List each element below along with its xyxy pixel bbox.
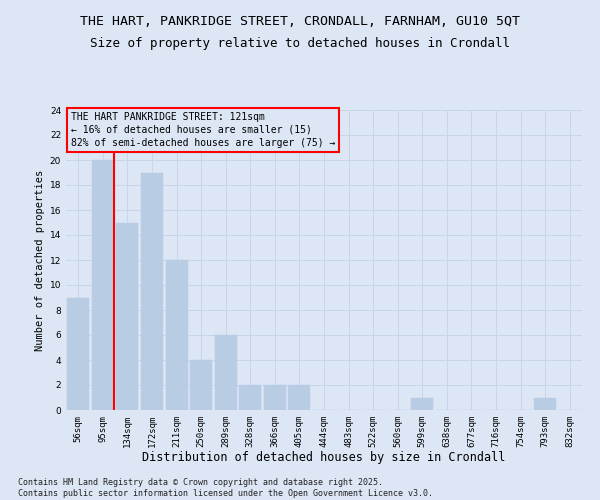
Bar [67,298,89,410]
X-axis label: Distribution of detached houses by size in Crondall: Distribution of detached houses by size … [142,452,506,464]
Text: THE HART PANKRIDGE STREET: 121sqm
← 16% of detached houses are smaller (15)
82% : THE HART PANKRIDGE STREET: 121sqm ← 16% … [71,112,335,148]
Text: Size of property relative to detached houses in Crondall: Size of property relative to detached ho… [90,38,510,51]
Bar [289,385,310,410]
Bar [411,398,433,410]
Bar [534,398,556,410]
Y-axis label: Number of detached properties: Number of detached properties [35,170,46,350]
Bar [215,335,237,410]
Bar [92,160,114,410]
Bar [116,222,139,410]
Bar [264,385,286,410]
Text: Contains HM Land Registry data © Crown copyright and database right 2025.
Contai: Contains HM Land Registry data © Crown c… [18,478,433,498]
Bar [239,385,262,410]
Text: THE HART, PANKRIDGE STREET, CRONDALL, FARNHAM, GU10 5QT: THE HART, PANKRIDGE STREET, CRONDALL, FA… [80,15,520,28]
Bar [141,172,163,410]
Bar [190,360,212,410]
Bar [166,260,188,410]
